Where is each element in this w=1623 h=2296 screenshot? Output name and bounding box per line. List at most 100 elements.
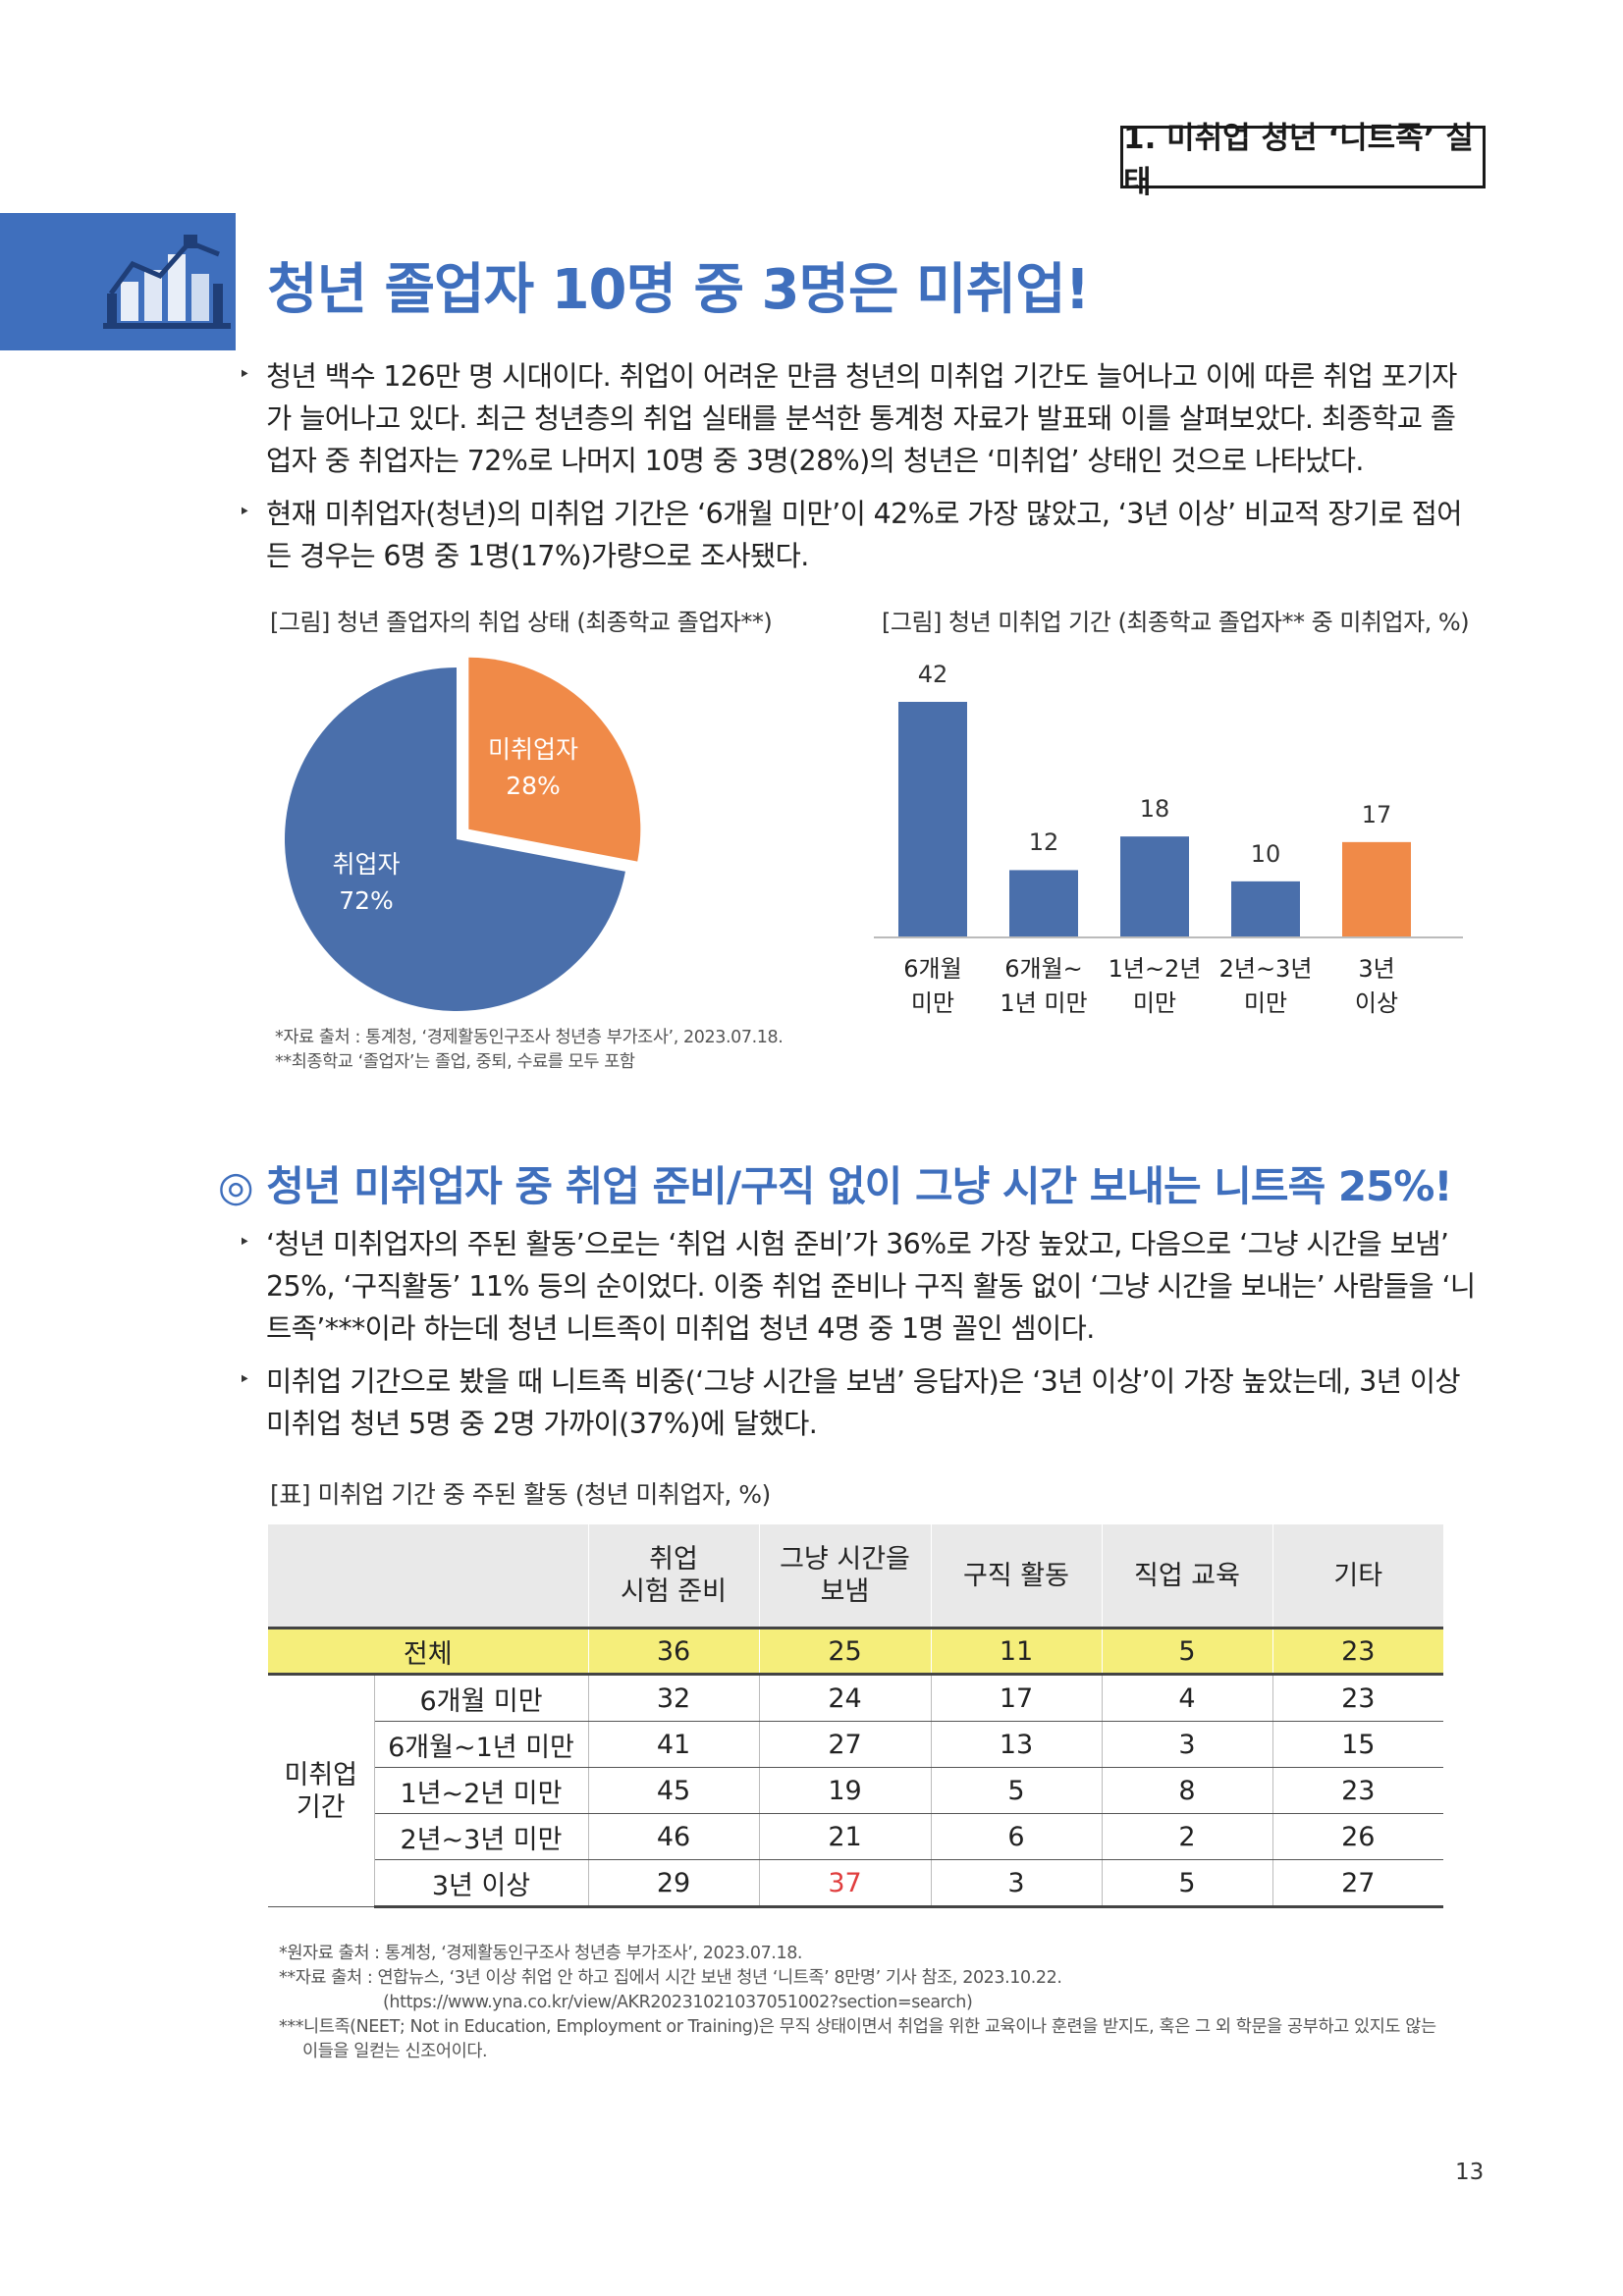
figure-footnotes: *자료 출처 : 통계청, ‘경제활동인구조사 청년층 부가조사’, 2023.… bbox=[275, 1026, 784, 1075]
footnote: *자료 출처 : 통계청, ‘경제활동인구조사 청년층 부가조사’, 2023.… bbox=[275, 1028, 784, 1047]
hero-banner bbox=[0, 213, 236, 350]
bullet-marker-icon: ‣ bbox=[239, 1367, 250, 1391]
bar-category-label: 3년 이상 bbox=[1354, 955, 1399, 1017]
bar-value-label: 12 bbox=[1028, 828, 1059, 857]
table-row: 6개월~1년 미만 41 27 13 3 15 bbox=[268, 1721, 1443, 1768]
table-cell: 41 bbox=[587, 1721, 759, 1768]
table-row: 1년~2년 미만 45 19 5 8 23 bbox=[268, 1767, 1443, 1814]
bullet-marker-icon: ‣ bbox=[239, 500, 250, 523]
table-cell: 32 bbox=[587, 1674, 759, 1722]
bar-value-label: 10 bbox=[1250, 839, 1281, 868]
pie-chart: 미취업자 28% 취업자 72% bbox=[270, 653, 643, 1026]
neet-bullets: ‣ ‘청년 미취업자의 주된 활동’으로는 ‘취업 시험 준비’가 36%로 가… bbox=[239, 1223, 1486, 1456]
bullet-line: 업자 중 취업자는 72%로 나머지 10명 중 3명(28%)의 청년은 ‘미… bbox=[266, 445, 1364, 477]
table-header-row: 취업 시험 준비 그냥 시간을 보냄 구직 활동 직업 교육 기타 bbox=[268, 1524, 1443, 1629]
pie-label-unemployed: 미취업자 28% bbox=[460, 731, 607, 804]
table-cell: 6 bbox=[930, 1813, 1102, 1860]
bar-value-label: 17 bbox=[1361, 800, 1392, 828]
table-cell: 27 bbox=[758, 1721, 931, 1768]
bar-caption: [그림] 청년 미취업 기간 (최종학교 졸업자** 중 미취업자, %) bbox=[882, 609, 1470, 636]
table-cell: 23 bbox=[1271, 1767, 1443, 1814]
table-header-cell: 기타 bbox=[1271, 1524, 1443, 1629]
footnote: (https://www.yna.co.kr/view/AKR202310210… bbox=[383, 1993, 973, 2012]
bullet-item: ‣ 청년 백수 126만 명 시대이다. 취업이 어려운 만큼 청년의 미취업 … bbox=[239, 355, 1486, 482]
table-cell: 3 bbox=[1101, 1721, 1272, 1768]
bullet-line: 든 경우는 6명 중 1명(17%)가량으로 조사됐다. bbox=[266, 540, 809, 572]
table-cell: 5 bbox=[930, 1767, 1102, 1814]
table-cell: 36 bbox=[587, 1627, 759, 1676]
pie-chart-svg bbox=[284, 657, 641, 1011]
table-caption: [표] 미취업 기간 중 주된 활동 (청년 미취업자, %) bbox=[270, 1480, 771, 1509]
table-cell: 19 bbox=[758, 1767, 931, 1814]
footnote: **최종학교 ‘졸업자’는 졸업, 중퇴, 수료를 모두 포함 bbox=[275, 1052, 635, 1072]
bullet-line: 가 늘어나고 있다. 최근 청년층의 취업 실태를 분석한 통계청 자료가 발표… bbox=[266, 402, 1456, 435]
table-footnotes: *원자료 출처 : 통계청, ‘경제활동인구조사 청년층 부가조사’, 2023… bbox=[279, 1942, 1436, 2064]
table-row-label: 전체 bbox=[268, 1627, 588, 1676]
table-cell: 3 bbox=[930, 1859, 1102, 1908]
bullet-line: 25%, ‘구직활동’ 11% 등의 순이었다. 이중 취업 준비나 구직 활동… bbox=[266, 1270, 1476, 1303]
table-row-label: 1년~2년 미만 bbox=[373, 1767, 588, 1814]
page-title: 청년 졸업자 10명 중 3명은 미취업! bbox=[267, 258, 1090, 322]
table-header-cell: 구직 활동 bbox=[930, 1524, 1102, 1629]
pie-slice-value: 72% bbox=[339, 886, 394, 915]
table-cell: 2 bbox=[1101, 1813, 1272, 1860]
table-cell: 13 bbox=[930, 1721, 1102, 1768]
bullet-line: 트족’***이라 하는데 청년 니트족이 미취업 청년 4명 중 1명 꼴인 셈… bbox=[266, 1312, 1095, 1345]
bar-category-label: 6개월 미만 bbox=[903, 955, 962, 1017]
section-title: ◎ 청년 미취업자 중 취업 준비/구직 없이 그냥 시간 보내는 니트족 25… bbox=[218, 1162, 1453, 1210]
bullet-line: 청년 백수 126만 명 시대이다. 취업이 어려운 만큼 청년의 미취업 기간… bbox=[266, 360, 1457, 393]
table-cell: 4 bbox=[1101, 1674, 1272, 1722]
bullet-item: ‣ 현재 미취업자(청년)의 미취업 기간은 ‘6개월 미만’이 42%로 가장… bbox=[239, 493, 1486, 577]
bar-category-label: 1년~2년 미만 bbox=[1108, 955, 1202, 1017]
table-total-row: 전체 36 25 11 5 23 bbox=[268, 1627, 1443, 1676]
growth-chart-icon bbox=[103, 225, 231, 338]
bar-category-label: 2년~3년 미만 bbox=[1218, 955, 1313, 1017]
table-cell: 27 bbox=[1271, 1859, 1443, 1908]
bar-category-label: 6개월~ 1년 미만 bbox=[1000, 955, 1088, 1017]
pie-label-employed: 취업자 72% bbox=[312, 846, 420, 919]
bullet-line: ‘청년 미취업자의 주된 활동’으로는 ‘취업 시험 준비’가 36%로 가장 … bbox=[266, 1228, 1449, 1260]
bar-value-label: 18 bbox=[1139, 795, 1170, 824]
pie-slice bbox=[468, 657, 641, 862]
bar-chart: 42 6개월 미만 12 6개월~ 1년 미만 18 1년~2년 미만 10 2년~3년 미만 17 3년… bbox=[874, 653, 1463, 1045]
table-row: 2년~3년 미만 46 21 6 2 26 bbox=[268, 1813, 1443, 1860]
table-cell: 23 bbox=[1271, 1627, 1443, 1676]
intro-bullets: ‣ 청년 백수 126만 명 시대이다. 취업이 어려운 만큼 청년의 미취업 … bbox=[239, 355, 1486, 588]
table-cell: 23 bbox=[1271, 1674, 1443, 1722]
table-header-cell: 직업 교육 bbox=[1101, 1524, 1272, 1629]
pie-slice bbox=[284, 667, 625, 1011]
table-row-label: 2년~3년 미만 bbox=[373, 1813, 588, 1860]
footnote: 이들을 일컫는 신조어이다. bbox=[302, 2042, 488, 2061]
pie-slice-name: 미취업자 bbox=[487, 735, 578, 764]
table-row-label: 6개월~1년 미만 bbox=[373, 1721, 588, 1768]
bullet-line: 미취업 청년 5명 중 2명 가까이(37%)에 달했다. bbox=[266, 1408, 818, 1440]
table-cell: 5 bbox=[1101, 1859, 1272, 1908]
bullet-item: ‣ 미취업 기간으로 봤을 때 니트족 비중(‘그냥 시간을 보냄’ 응답자)은… bbox=[239, 1361, 1486, 1445]
table-cell: 29 bbox=[587, 1859, 759, 1908]
pie-caption: [그림] 청년 졸업자의 취업 상태 (최종학교 졸업자**) bbox=[270, 609, 773, 636]
bar bbox=[898, 702, 967, 937]
bullet-marker-icon: ‣ bbox=[239, 1230, 250, 1254]
bar-value-label: 42 bbox=[917, 661, 948, 688]
section-tag: 1. 미취업 청년 ‘니트족’ 실태 bbox=[1120, 121, 1486, 200]
bar bbox=[1342, 841, 1411, 937]
table-row-label: 6개월 미만 bbox=[373, 1674, 588, 1722]
table-cell: 5 bbox=[1101, 1627, 1272, 1676]
pie-slice-name: 취업자 bbox=[332, 850, 401, 879]
page-number: 13 bbox=[1455, 2160, 1485, 2185]
table-cell: 46 bbox=[587, 1813, 759, 1860]
footnote: *원자료 출처 : 통계청, ‘경제활동인구조사 청년층 부가조사’, 2023… bbox=[279, 1944, 803, 1963]
table-cell: 25 bbox=[758, 1627, 931, 1676]
table-row: 3년 이상 29 37 3 5 27 bbox=[268, 1859, 1443, 1908]
bullet-marker-icon: ‣ bbox=[239, 362, 250, 386]
table-cell: 15 bbox=[1271, 1721, 1443, 1768]
table-header-corner bbox=[268, 1524, 588, 1629]
bar-chart-svg bbox=[874, 702, 1463, 938]
table-group-label: 미취업 기간 bbox=[268, 1674, 375, 1907]
table-cell: 17 bbox=[930, 1674, 1102, 1722]
table-cell: 21 bbox=[758, 1813, 931, 1860]
table-cell: 45 bbox=[587, 1767, 759, 1814]
bullet-item: ‣ ‘청년 미취업자의 주된 활동’으로는 ‘취업 시험 준비’가 36%로 가… bbox=[239, 1223, 1486, 1350]
footnote: **자료 출처 : 연합뉴스, ‘3년 이상 취업 안 하고 집에서 시간 보낸… bbox=[279, 1968, 1062, 1988]
pie-slice-value: 28% bbox=[506, 772, 561, 800]
